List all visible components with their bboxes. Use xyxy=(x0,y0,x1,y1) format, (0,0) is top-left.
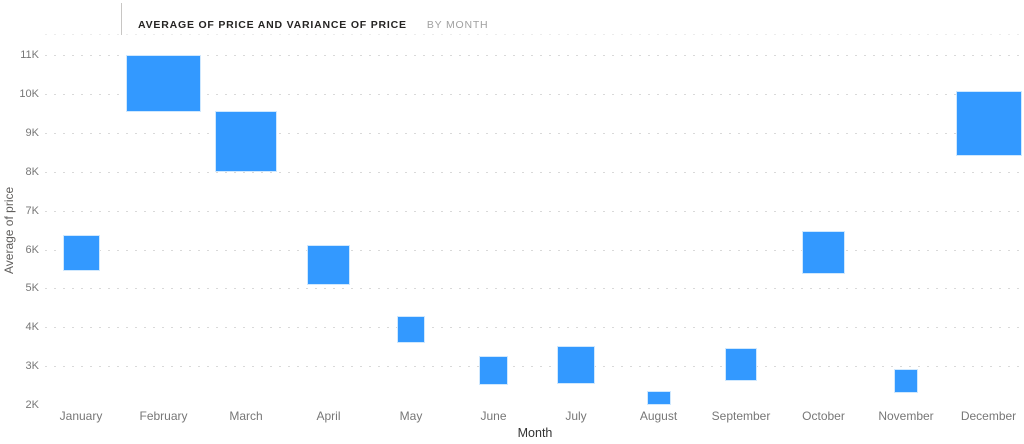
chart-title: AVERAGE OF PRICE AND VARIANCE OF PRICE xyxy=(138,19,407,31)
bar-may[interactable] xyxy=(397,316,425,344)
y-tick-label-8K: 8K xyxy=(25,165,39,178)
bar-march[interactable] xyxy=(215,111,277,172)
x-tick-label-september: September xyxy=(711,409,771,423)
bar-november[interactable] xyxy=(894,368,918,393)
x-tick-label-may: May xyxy=(399,409,423,423)
x-tick-label-november: November xyxy=(878,409,934,423)
bar-october[interactable] xyxy=(802,230,845,274)
title-row: AVERAGE OF PRICE AND VARIANCE OF PRICE BY… xyxy=(138,15,488,33)
x-axis-title: Month xyxy=(517,426,553,440)
x-tick-label-june: June xyxy=(480,409,507,423)
gridline-3K xyxy=(45,366,1022,367)
y-tick-label-2K: 2K xyxy=(25,399,39,411)
x-tick-label-january: January xyxy=(59,409,103,423)
bar-april[interactable] xyxy=(307,245,350,285)
x-tick-label-october: October xyxy=(802,409,845,423)
y-tick-label-9K: 9K xyxy=(25,127,39,140)
bar-september[interactable] xyxy=(725,348,757,381)
x-tick-label-february: February xyxy=(139,409,188,423)
y-axis-title: Average of price xyxy=(2,186,16,274)
bar-august[interactable] xyxy=(646,390,671,405)
y-tick-label-10K: 10K xyxy=(19,88,39,101)
gridline-8K xyxy=(45,172,1022,173)
x-tick-label-december: December xyxy=(960,409,1017,423)
gridline-5K xyxy=(45,288,1022,289)
gridline-9K xyxy=(45,133,1022,134)
y-tick-label-4K: 4K xyxy=(25,321,39,334)
gridline-10K xyxy=(45,94,1022,95)
gridline-11K xyxy=(45,55,1022,56)
y-tick-label-11K: 11K xyxy=(20,49,39,62)
plot-area xyxy=(45,34,1022,405)
y-tick-label-7K: 7K xyxy=(25,204,39,217)
gridline-7K xyxy=(45,211,1022,212)
bar-january[interactable] xyxy=(62,235,100,271)
gridline-6K xyxy=(45,250,1022,251)
bar-december[interactable] xyxy=(955,91,1022,156)
bar-july[interactable] xyxy=(557,345,595,384)
gridline-4K xyxy=(45,327,1022,328)
chart-subtitle: BY MONTH xyxy=(426,19,489,31)
title-accent-line xyxy=(121,3,122,35)
x-tick-label-april: April xyxy=(316,409,341,423)
gridline-top-boundary xyxy=(45,34,1022,35)
y-tick-label-6K: 6K xyxy=(25,243,39,256)
x-tick-label-july: July xyxy=(565,409,587,423)
x-tick-label-march: March xyxy=(229,409,263,423)
x-tick-label-august: August xyxy=(639,409,678,423)
y-tick-label-5K: 5K xyxy=(25,282,39,295)
bar-february[interactable] xyxy=(126,55,201,112)
bar-june[interactable] xyxy=(479,355,508,385)
y-tick-label-3K: 3K xyxy=(25,360,39,373)
